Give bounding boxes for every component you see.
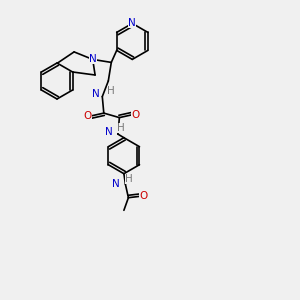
Text: H: H (107, 85, 115, 96)
Text: N: N (112, 179, 120, 189)
Text: N: N (89, 54, 97, 64)
Text: O: O (139, 191, 148, 201)
Text: O: O (84, 111, 92, 121)
Text: N: N (105, 127, 112, 137)
Text: N: N (128, 18, 136, 28)
Text: H: H (117, 122, 125, 133)
Text: N: N (92, 88, 100, 99)
Text: H: H (125, 174, 133, 184)
Text: O: O (131, 110, 140, 120)
